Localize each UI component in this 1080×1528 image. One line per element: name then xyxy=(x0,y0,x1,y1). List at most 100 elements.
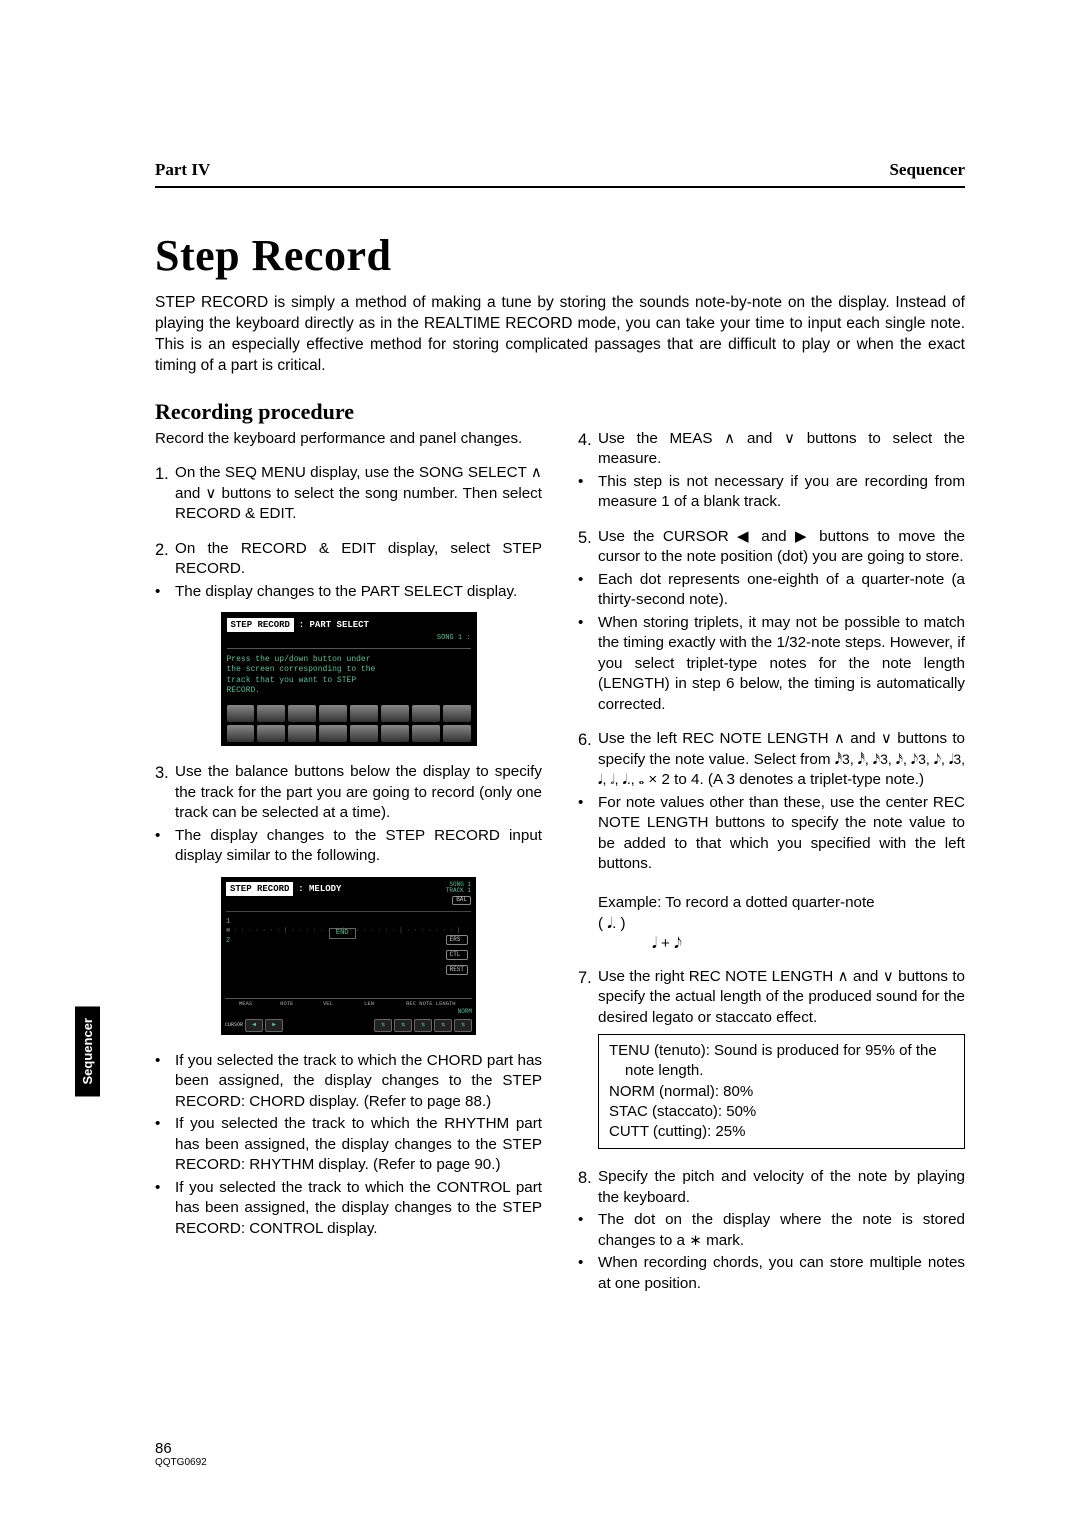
bullet: • Each dot represents one-eighth of a qu… xyxy=(578,570,965,611)
bullet: • The dot on the display where the note … xyxy=(578,1210,965,1251)
track-icon xyxy=(350,705,378,722)
step-2: 2. On the RECORD & EDIT display, select … xyxy=(155,539,542,580)
bullet-dot: • xyxy=(578,570,598,611)
step-number: 2. xyxy=(155,539,175,580)
track-icon xyxy=(319,725,347,742)
updown-icon: ⇅ xyxy=(434,1019,452,1032)
end-marker: END xyxy=(329,928,356,939)
bullet-dot: • xyxy=(578,793,598,875)
step-3: 3. Use the balance buttons below the dis… xyxy=(155,762,542,824)
box-line: TENU (tenuto): Sound is produced for 95%… xyxy=(625,1041,954,1082)
step-1: 1. On the SEQ MENU display, use the SONG… xyxy=(155,463,542,525)
intro-paragraph: STEP RECORD is simply a method of making… xyxy=(155,293,965,377)
step-6: 6. Use the left REC NOTE LENGTH ∧ and ∨ … xyxy=(578,729,965,791)
left-column: Record the keyboard performance and pane… xyxy=(155,429,542,1297)
rest-tag: REST xyxy=(446,965,468,975)
bullet: • If you selected the track to which the… xyxy=(155,1051,542,1113)
length-box: TENU (tenuto): Sound is produced for 95%… xyxy=(598,1034,965,1149)
step-number: 3. xyxy=(155,762,175,824)
bullet-text: Each dot represents one-eighth of a quar… xyxy=(598,570,965,611)
example-formula: 𝅘𝅥 + 𝅘𝅥𝅮 xyxy=(598,934,965,955)
right-column: 4. Use the MEAS ∧ and ∨ buttons to selec… xyxy=(578,429,965,1297)
track-icon xyxy=(443,725,471,742)
scr-subtitle: : PART SELECT xyxy=(299,620,369,630)
step-number: 4. xyxy=(578,429,598,470)
step-8: 8. Specify the pitch and velocity of the… xyxy=(578,1167,965,1208)
doc-code: QQTG0692 xyxy=(155,1457,207,1468)
track-icon xyxy=(381,725,409,742)
step-text: Use the right REC NOTE LENGTH ∧ and ∨ bu… xyxy=(598,967,965,1029)
vel-lbl: VEL xyxy=(307,998,348,1007)
updown-icon: ⇅ xyxy=(394,1019,412,1032)
bullet: • If you selected the track to which the… xyxy=(155,1178,542,1240)
track-icon xyxy=(227,725,255,742)
example-line: ( 𝅘𝅥. ) xyxy=(598,914,965,935)
cursor-lbl: CURSOR xyxy=(225,1022,243,1029)
step-number: 5. xyxy=(578,527,598,568)
bullet-dot: • xyxy=(155,1114,175,1176)
updown-icon: ⇅ xyxy=(414,1019,432,1032)
part-label: Part IV xyxy=(155,160,210,180)
bullet-text: When recording chords, you can store mul… xyxy=(598,1253,965,1294)
step-number: 1. xyxy=(155,463,175,525)
step-text: Use the CURSOR ◀ and ▶ buttons to move t… xyxy=(598,527,965,568)
scr-title: STEP RECORD xyxy=(227,618,294,632)
bullet-dot: • xyxy=(578,1253,598,1294)
two-columns: Record the keyboard performance and pane… xyxy=(155,429,965,1297)
step-text: Use the left REC NOTE LENGTH ∧ and ∨ but… xyxy=(598,729,965,791)
bullet-text: If you selected the track to which the C… xyxy=(175,1178,542,1240)
step-number: 7. xyxy=(578,967,598,1029)
bullet: • If you selected the track to which the… xyxy=(155,1114,542,1176)
step-text: On the SEQ MENU display, use the SONG SE… xyxy=(175,463,542,525)
track-icon xyxy=(443,705,471,722)
bullet-text: When storing triplets, it may not be pos… xyxy=(598,613,965,716)
step-4: 4. Use the MEAS ∧ and ∨ buttons to selec… xyxy=(578,429,965,470)
scr-line: RECORD. xyxy=(227,686,471,696)
bullet-dot: • xyxy=(155,826,175,867)
step-text: Specify the pitch and velocity of the no… xyxy=(598,1167,965,1208)
track-icon xyxy=(257,705,285,722)
page-title: Step Record xyxy=(155,230,965,281)
track-icon xyxy=(381,705,409,722)
track-icon xyxy=(288,725,316,742)
ctl-tag: CTL xyxy=(446,950,468,960)
bullet: • The display changes to the PART SELECT… xyxy=(155,582,542,603)
updown-icon: ⇅ xyxy=(374,1019,392,1032)
lead-text: Record the keyboard performance and pane… xyxy=(155,429,542,450)
step-number: 8. xyxy=(578,1167,598,1208)
track-icon xyxy=(412,725,440,742)
track-icon xyxy=(350,725,378,742)
scr-body: Press the up/down button under the scree… xyxy=(227,648,471,697)
track-icon xyxy=(288,705,316,722)
bullet: • The display changes to the STEP RECORD… xyxy=(155,826,542,867)
screenshot-part-select: STEP RECORD : PART SELECT SONG 1 : Press… xyxy=(221,612,477,746)
bullet-text: For note values other than these, use th… xyxy=(598,793,965,875)
bullet: • This step is not necessary if you are … xyxy=(578,472,965,513)
scr-subtitle: : MELODY xyxy=(298,884,341,894)
step-7: 7. Use the right REC NOTE LENGTH ∧ and ∨… xyxy=(578,967,965,1029)
section-label: Sequencer xyxy=(889,160,965,180)
subtitle: Recording procedure xyxy=(155,399,965,425)
recnote-lbl: REC NOTE LENGTH xyxy=(390,998,472,1007)
track-icon xyxy=(227,705,255,722)
scr-line: Press the up/down button under xyxy=(227,655,471,665)
bullet-text: The display changes to the STEP RECORD i… xyxy=(175,826,542,867)
ers-tag: ERS xyxy=(446,935,468,945)
norm-lbl: NORM xyxy=(225,1008,472,1016)
page-number: 86 xyxy=(155,1440,207,1457)
step6-b: × 2 to 4. (A 3 denotes a triplet-type no… xyxy=(648,771,924,788)
bullet-dot: • xyxy=(578,613,598,716)
bullet-dot: • xyxy=(578,1210,598,1251)
scr-song: SONG 1 : xyxy=(227,634,471,643)
example-block: Example: To record a dotted quarter-note… xyxy=(578,893,965,955)
updown-icon: ⇅ xyxy=(454,1019,472,1032)
scr-track-area: 1 ■·······|·······|·······|·······| 2 EN… xyxy=(226,911,471,969)
cursor-left-icon: ◀ xyxy=(245,1019,263,1032)
example-line: Example: To record a dotted quarter-note xyxy=(598,893,965,914)
row-num: 1 xyxy=(226,918,471,927)
meas-lbl: MEAS xyxy=(225,998,266,1007)
scr-info: SONG 1 TRACK 1 BAL xyxy=(446,882,471,905)
bullet-text: The display changes to the PART SELECT d… xyxy=(175,582,542,603)
track-icon xyxy=(257,725,285,742)
step-text: Use the MEAS ∧ and ∨ buttons to select t… xyxy=(598,429,965,470)
